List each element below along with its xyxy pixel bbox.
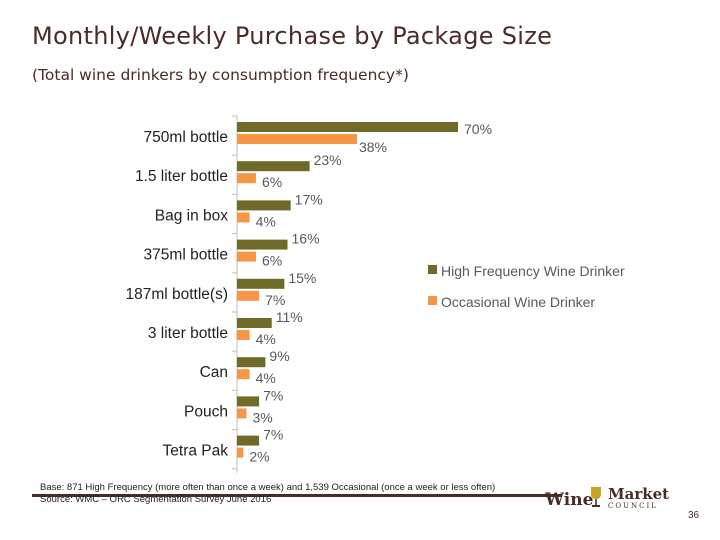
bar-occasional xyxy=(237,290,260,301)
bar-high-frequency xyxy=(237,239,288,250)
value-label-occasional: 38% xyxy=(359,139,387,155)
bar-high-frequency xyxy=(237,161,310,172)
bar-occasional xyxy=(237,369,250,380)
value-label-occasional: 6% xyxy=(262,253,282,269)
legend-swatch-occasional xyxy=(428,296,437,305)
value-label-occasional: 6% xyxy=(262,174,282,190)
category-label: 750ml bottle xyxy=(144,129,228,146)
footnote-source: Source: WMC – ORC Segmentation Survey Ju… xyxy=(40,494,272,505)
bar-high-frequency xyxy=(237,357,266,368)
bar-high-frequency xyxy=(237,318,272,328)
category-label: Can xyxy=(200,364,228,381)
footnote: Base: 871 High Frequency (more often tha… xyxy=(40,482,495,506)
category-label: 187ml bottle(s) xyxy=(125,286,228,303)
legend-swatch-high xyxy=(428,265,437,274)
bar-high-frequency xyxy=(237,278,285,289)
value-label-occasional: 7% xyxy=(265,292,285,308)
bar-occasional xyxy=(237,134,357,144)
bar-occasional xyxy=(237,447,244,458)
bar-occasional xyxy=(237,251,256,262)
value-label-high: 23% xyxy=(314,152,342,168)
value-label-occasional: 3% xyxy=(252,409,272,425)
value-label-high: 15% xyxy=(288,270,316,286)
bar-occasional xyxy=(237,212,250,223)
value-label-occasional: 4% xyxy=(256,331,276,347)
logo-market-text: Market xyxy=(608,485,670,503)
bar-high-frequency xyxy=(237,122,458,132)
value-label-high: 7% xyxy=(263,427,283,443)
category-label: Pouch xyxy=(184,403,228,420)
legend-label-high: High Frequency Wine Drinker xyxy=(441,263,625,279)
category-label: Tetra Pak xyxy=(163,443,229,460)
value-label-occasional: 4% xyxy=(256,370,276,386)
bar-occasional xyxy=(237,408,247,419)
category-label: 375ml bottle xyxy=(144,247,228,264)
bar-chart: 750ml bottle 70% 38% 1.5 liter bottle 23% 6% B… xyxy=(125,115,625,473)
value-label-high: 11% xyxy=(276,309,303,325)
logo-council-text: COUNCIL xyxy=(608,502,658,510)
page-subtitle: (Total wine drinkers by consumption freq… xyxy=(32,66,409,84)
wine-market-council-logo: Wine Market COUNCIL xyxy=(545,486,669,514)
value-label-high: 9% xyxy=(269,348,289,364)
value-label-occasional: 4% xyxy=(256,213,276,229)
page-title: Monthly/Weekly Purchase by Package Size xyxy=(32,22,553,50)
value-label-high: 7% xyxy=(263,387,283,403)
bar-occasional xyxy=(237,330,250,340)
bar-high-frequency xyxy=(237,435,260,446)
category-label: Bag in box xyxy=(155,207,228,224)
value-label-high: 70% xyxy=(464,121,492,137)
bar-high-frequency xyxy=(237,200,291,211)
wine-glass-icon xyxy=(591,487,601,507)
footnote-base: Base: 871 High Frequency (more often tha… xyxy=(40,482,496,493)
category-label: 3 liter bottle xyxy=(148,325,228,342)
page-number: 36 xyxy=(688,510,700,521)
value-label-high: 16% xyxy=(292,231,320,247)
bar-occasional xyxy=(237,173,256,184)
value-label-high: 17% xyxy=(295,191,323,207)
legend-label-occasional: Occasional Wine Drinker xyxy=(441,294,595,310)
logo-wine-text: Wine xyxy=(545,490,594,510)
category-label: 1.5 liter bottle xyxy=(135,168,228,185)
bar-high-frequency xyxy=(237,396,260,407)
footer-divider xyxy=(32,494,562,497)
value-label-occasional: 2% xyxy=(249,449,269,465)
